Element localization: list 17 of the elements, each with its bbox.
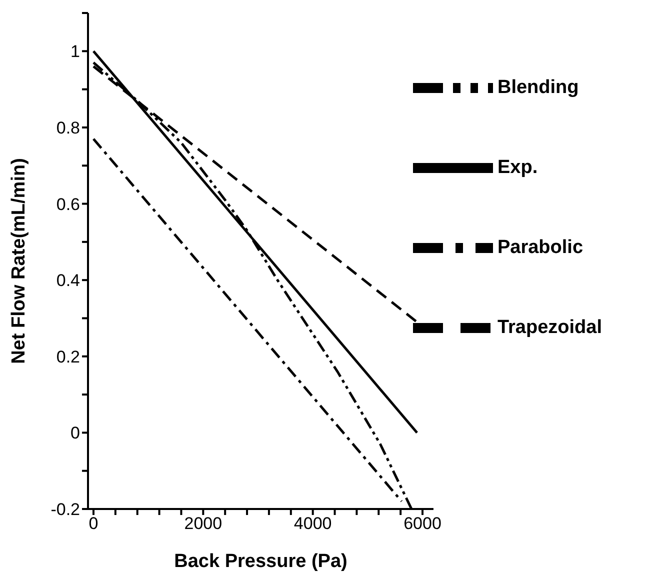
y-tick-label: 0.6: [56, 194, 80, 214]
x-tick-label: 0: [88, 514, 98, 534]
x-tick-label: 2000: [184, 514, 222, 534]
y-tick-label: 0.4: [56, 271, 80, 290]
y-tick-label: 0.2: [56, 347, 80, 366]
legend-label: Trapezoidal: [497, 317, 602, 338]
legend-label: Parabolic: [497, 237, 584, 258]
legend-label: Exp.: [497, 157, 538, 178]
y-tick-label: 1: [70, 42, 80, 62]
y-tick-label: -0.2: [50, 500, 80, 520]
y-axis-title: Net Flow Rate(mL/min): [8, 158, 30, 364]
y-tick-label: 0: [70, 424, 80, 443]
x-axis-title: Back Pressure (Pa): [174, 551, 348, 572]
x-tick-label: 6000: [404, 514, 442, 534]
legend-label: Blending: [497, 77, 579, 98]
y-tick-label: 0.8: [56, 118, 80, 138]
x-tick-label: 4000: [294, 514, 332, 534]
